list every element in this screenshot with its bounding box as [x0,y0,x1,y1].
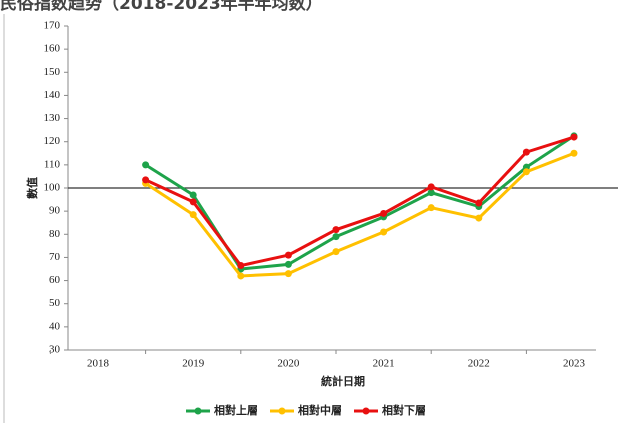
series-line [144,151,575,278]
y-tick-label: 120 [44,135,61,147]
y-tick-label: 60 [49,274,61,286]
y-tick-label: 70 [49,251,61,263]
point [284,270,292,278]
point [189,191,197,199]
y-tick-label: 50 [49,297,61,309]
point [380,209,388,217]
point [380,228,388,236]
x-tick-label: 2020 [277,358,300,370]
y-tick-label: 140 [44,89,61,101]
y-tick-label: 150 [44,66,61,78]
point [142,176,150,184]
y-tick-label: 40 [49,320,61,332]
x-tick-label: 2019 [182,358,205,370]
point [522,168,530,176]
legend-marker [194,407,202,415]
point [427,183,435,191]
y-axis-title: 數值 [25,177,39,199]
y-tick-label: 110 [44,158,61,170]
point [522,148,530,156]
y-tick-label: 30 [49,344,61,356]
point [475,214,483,222]
point [427,189,435,197]
x-tick-label: 2021 [373,358,395,370]
y-tick-label: 170 [44,20,61,32]
series-line [144,134,575,271]
point [284,260,292,268]
legend-label: 相對下層 [382,403,426,417]
legend-item: 相對下層 [354,403,426,417]
point [570,133,578,141]
y-tick-label: 80 [49,228,61,240]
point [237,272,245,280]
legend-label: 相對中層 [298,403,342,417]
x-tick-label: 2022 [468,358,490,370]
point [332,248,340,256]
point [427,204,435,212]
legend-marker [278,407,286,415]
x-tick-label: 2023 [563,358,586,370]
point [475,199,483,207]
point [189,211,197,219]
point [189,198,197,206]
y-tick-label: 160 [44,43,61,55]
legend-marker [362,407,370,415]
y-tick-label: 100 [44,182,61,194]
series-line [144,135,575,268]
y-tick-label: 90 [49,205,61,217]
x-axis-title: 統計日期 [321,374,365,388]
point [142,161,150,169]
point [570,149,578,157]
point [332,226,340,234]
point [237,262,245,270]
legend-item: 相對上層 [186,403,258,417]
point [284,251,292,259]
legend-item: 相對中層 [270,403,342,417]
y-tick-label: 130 [44,112,61,124]
legend-label: 相對上層 [214,403,258,417]
chart-title: 民俗指数趋势（2018-2023年半年均数） [0,0,323,14]
point [332,233,340,241]
x-tick-label: 2018 [87,358,110,370]
